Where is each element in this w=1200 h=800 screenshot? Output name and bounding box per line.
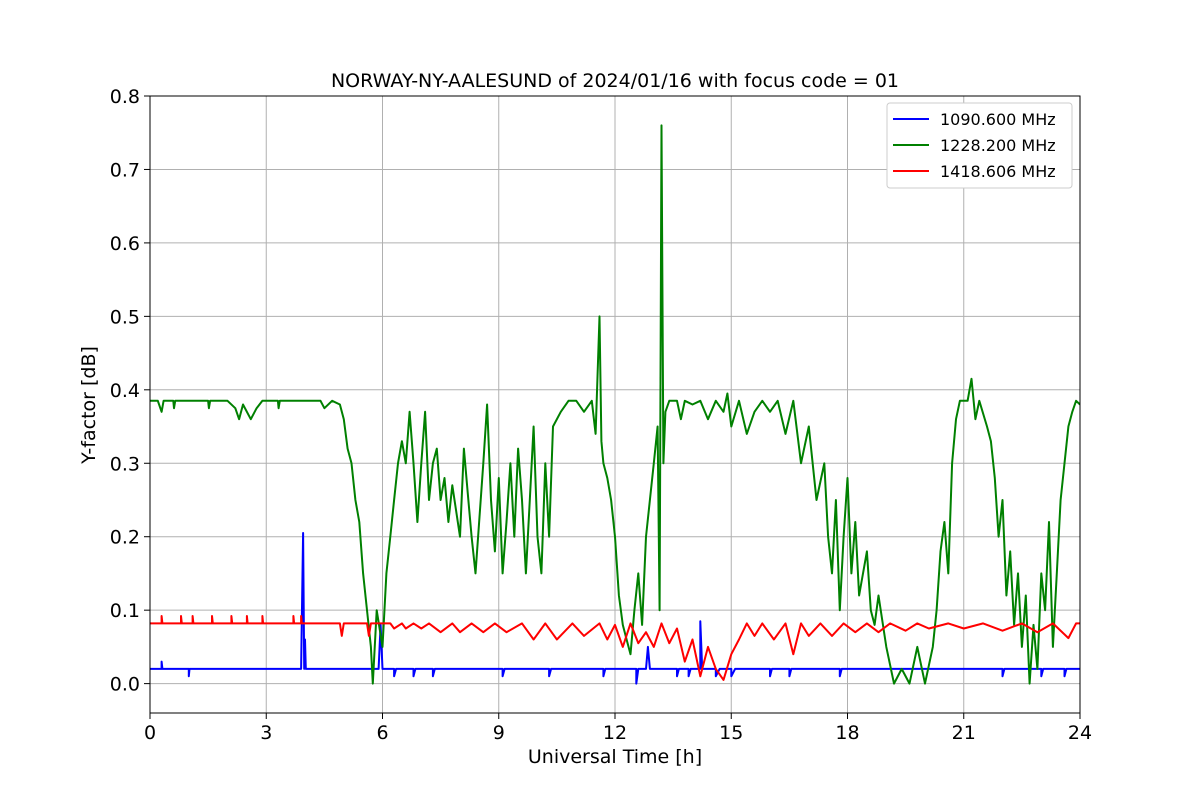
y-tick-label: 0.6 — [110, 233, 140, 255]
x-tick-label: 9 — [493, 722, 505, 744]
y-axis-label: Y-factor [dB] — [78, 346, 100, 465]
chart-title: NORWAY-NY-AALESUND of 2024/01/16 with fo… — [331, 70, 899, 92]
legend: 1090.600 MHz 1228.200 MHz 1418.606 MHz — [886, 102, 1073, 189]
x-tick-label: 21 — [952, 722, 976, 744]
x-tick-label: 15 — [719, 722, 743, 744]
x-tick-label: 3 — [260, 722, 272, 744]
x-axis: 0 3 6 9 12 15 18 21 24 — [144, 713, 1092, 744]
series-layer — [150, 124, 1080, 685]
x-axis-label: Universal Time [h] — [528, 746, 702, 768]
x-tick-label: 18 — [835, 722, 859, 744]
y-tick-label: 0.2 — [110, 527, 140, 549]
legend-label-1090: 1090.600 MHz — [940, 110, 1056, 129]
y-tick-label: 0.8 — [110, 86, 140, 108]
series-line-2 — [150, 615, 1080, 681]
x-tick-label: 6 — [376, 722, 388, 744]
y-axis: 0.0 0.1 0.2 0.3 0.4 0.5 0.6 0.7 0.8 — [110, 86, 150, 696]
y-tick-label: 0.5 — [110, 306, 140, 328]
y-tick-label: 0.3 — [110, 453, 140, 475]
series-line-0 — [150, 532, 1080, 685]
y-tick-label: 0.0 — [110, 674, 140, 696]
y-tick-label: 0.1 — [110, 600, 140, 622]
x-tick-label: 24 — [1068, 722, 1092, 744]
legend-label-1228: 1228.200 MHz — [940, 136, 1056, 155]
y-tick-label: 0.7 — [110, 159, 140, 181]
legend-box — [886, 102, 1073, 189]
legend-label-1418: 1418.606 MHz — [940, 162, 1056, 181]
x-tick-label: 0 — [144, 722, 156, 744]
series-line-1 — [150, 124, 1080, 685]
y-tick-label: 0.4 — [110, 380, 140, 402]
x-tick-label: 12 — [603, 722, 627, 744]
